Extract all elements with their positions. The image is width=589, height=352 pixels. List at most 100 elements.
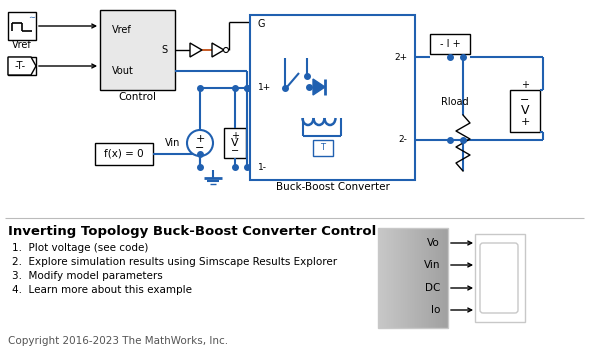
Bar [396,228,397,328]
Text: 4.  Learn more about this example: 4. Learn more about this example [12,285,192,295]
Text: -T-: -T- [15,61,25,71]
Bar [437,228,438,328]
Bar [414,228,415,328]
Text: −: − [231,146,239,156]
Bar [443,228,444,328]
Text: 2+: 2+ [394,52,407,62]
Polygon shape [212,43,224,57]
Text: T: T [320,144,326,152]
Bar [434,228,435,328]
Bar [510,90,540,132]
Text: Control: Control [118,92,157,102]
Bar [416,228,417,328]
Bar [424,228,425,328]
Bar [440,228,441,328]
Bar [95,143,153,165]
Text: Vref: Vref [112,25,132,35]
Bar [427,228,428,328]
Bar [408,228,409,328]
Bar [441,228,442,328]
Text: V: V [231,138,239,148]
Bar [426,228,427,328]
Bar [401,228,402,328]
FancyBboxPatch shape [480,243,518,313]
Text: Inverting Topology Buck-Boost Converter Control: Inverting Topology Buck-Boost Converter … [8,225,376,238]
Bar [100,10,175,90]
Bar [403,228,404,328]
Bar [430,228,431,328]
Bar [445,228,446,328]
Bar [313,140,333,156]
Bar [425,228,426,328]
Text: +: + [521,80,529,90]
Bar [475,234,525,322]
Bar [435,228,436,328]
Bar [413,228,414,328]
Bar [404,228,405,328]
Text: V: V [521,105,530,118]
Bar [410,228,411,328]
Bar [392,228,393,328]
Bar [409,228,410,328]
Bar [397,228,398,328]
Bar [250,15,415,180]
Text: +: + [231,131,239,141]
Bar [382,228,383,328]
Bar [431,228,432,328]
Bar [399,228,400,328]
Circle shape [223,48,229,52]
Text: 1+: 1+ [258,83,272,93]
Text: 1.  Plot voltage (see code): 1. Plot voltage (see code) [12,243,148,253]
Bar [415,228,416,328]
Polygon shape [313,79,325,95]
Polygon shape [190,43,202,57]
Bar [8,57,36,75]
Bar [432,228,433,328]
Text: Copyright 2016-2023 The MathWorks, Inc.: Copyright 2016-2023 The MathWorks, Inc. [8,336,228,346]
Bar [418,228,419,328]
Bar [389,228,390,328]
Bar [419,228,420,328]
Bar [407,228,408,328]
Text: Vout: Vout [112,66,134,76]
Bar [430,34,470,54]
Bar [378,228,448,328]
Bar [381,228,382,328]
Bar [395,228,396,328]
Bar [420,228,421,328]
Text: Vref: Vref [12,40,32,50]
Bar [406,228,407,328]
Bar [400,228,401,328]
Bar [383,228,384,328]
Text: G: G [258,19,266,29]
Text: f(x) = 0: f(x) = 0 [104,149,144,159]
Bar [423,228,424,328]
Text: 1-: 1- [258,163,267,171]
Bar [428,228,429,328]
Circle shape [187,130,213,156]
Bar [429,228,430,328]
Bar [421,228,422,328]
Bar [411,228,412,328]
Bar [378,228,379,328]
Bar [391,228,392,328]
Text: 3.  Modify model parameters: 3. Modify model parameters [12,271,163,281]
Bar [446,228,447,328]
Text: ∼: ∼ [28,13,35,21]
Text: Rload: Rload [441,97,469,107]
Bar [224,128,246,158]
Bar [387,228,388,328]
Text: 2-: 2- [398,136,407,145]
Bar [386,228,387,328]
Text: - I +: - I + [439,39,461,49]
Bar [438,228,439,328]
Bar [444,228,445,328]
Text: Vin: Vin [423,260,440,270]
Polygon shape [8,57,36,75]
Bar [417,228,418,328]
Bar [393,228,394,328]
Bar [380,228,381,328]
Text: +: + [520,117,530,127]
Bar [433,228,434,328]
Bar [8,12,36,40]
